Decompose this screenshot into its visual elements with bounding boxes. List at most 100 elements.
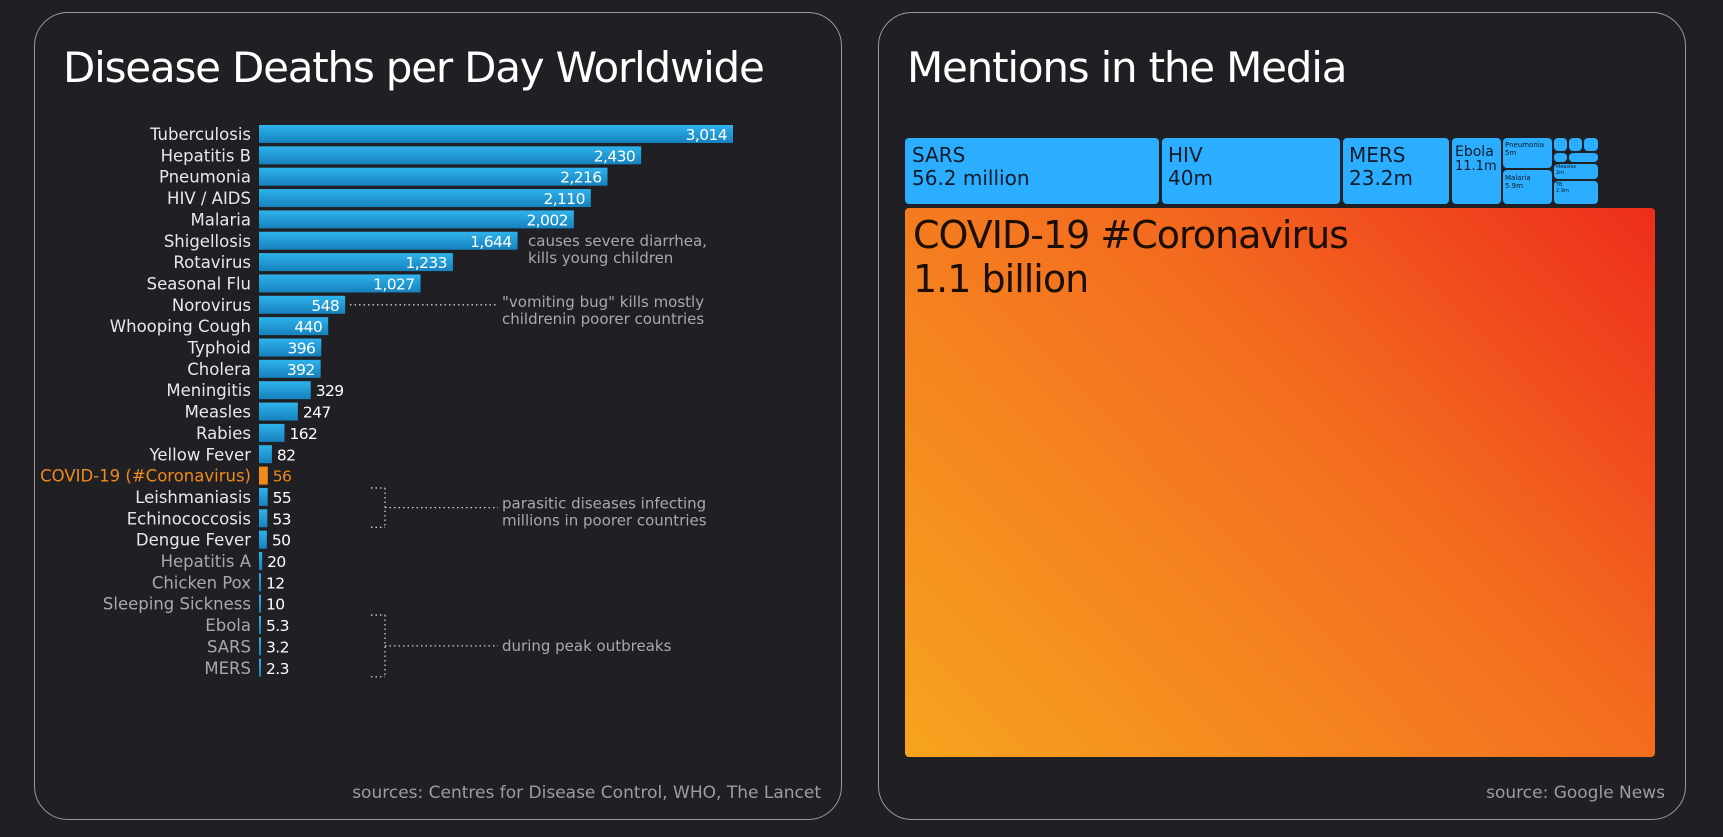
bar [259,359,321,378]
value-label: 2,430 [594,147,635,165]
category-label: SARS [207,637,251,656]
bar [259,530,267,549]
value-label: 55 [273,489,292,507]
value-label: 56 [273,468,292,486]
bar [259,231,518,250]
treemap-tile-covid: COVID-19 #Coronavirus 1.1 billion [905,208,1655,757]
bar [259,423,285,442]
annotation-text: causes severe diarrhea, [528,232,707,250]
tile-name: Measles [1556,164,1577,170]
treemap-tile-malaria: Malaria 5.9m [1503,170,1552,204]
tile-value: 40m [1168,166,1213,190]
value-label: 1,233 [406,254,447,272]
treemap-tile-measles: Measles 2m [1554,164,1598,179]
tile-name: HIV [1168,143,1203,167]
category-label: Typhoid [187,339,251,358]
tile-value: 23.2m [1349,166,1414,190]
category-label: Dengue Fever [136,531,251,550]
bar [259,295,346,314]
tile-value: 5m [1505,149,1517,158]
value-label: 3.2 [266,638,289,656]
value-label: 50 [272,532,291,550]
bar [259,658,261,677]
value-label: 53 [272,510,291,528]
category-label: Chicken Pox [152,573,251,592]
deaths-bar-chart: Tuberculosis 3,014 Hepatitis B 2,430 Pneumon… [40,125,733,678]
bar [259,509,268,528]
category-label: MERS [204,659,251,678]
bar [259,253,453,272]
annotation-text: during peak outbreaks [502,637,672,655]
value-label: 2.3 [266,660,289,678]
tile-value: 5.9m [1505,182,1523,191]
category-label: COVID-19 (#Coronavirus) [40,467,251,486]
annotation-text: childrenin poorer countries [502,310,704,328]
tile-name: Ebola [1455,144,1494,160]
annotation-text: kills young children [528,249,673,267]
tile-value: 1.1 billion [913,256,1089,301]
treemap-tile-mers: MERS 23.2m [1343,138,1449,204]
annotation-text: parasitic diseases infecting [502,495,706,513]
category-label: HIV / AIDS [167,189,251,208]
treemap-tile-tb: TB 2.9m [1554,181,1598,204]
category-label: Measles [185,403,251,422]
value-label: 82 [277,446,296,464]
category-label: Shigellosis [164,232,251,251]
bar [259,125,733,143]
bar [259,317,329,336]
value-label: 440 [294,318,322,336]
treemap-tile-minor [1569,138,1582,151]
tile-name: TB [1556,182,1563,188]
value-label: 3,014 [686,126,727,144]
deaths-chart-title: Disease Deaths per Day Worldwide [63,43,765,92]
deaths-source: sources: Centres for Disease Control, WH… [352,783,821,803]
media-panel: Mentions in the Media SARS 56.2 million … [878,12,1686,820]
bar [259,338,322,357]
bar [259,616,261,635]
bar [259,189,591,208]
treemap-tile-ebola: Ebola 11.1m [1452,138,1501,204]
value-label: 12 [266,574,285,592]
deaths-panel: Disease Deaths per Day Worldwide Tubercu… [34,12,842,820]
category-label: Rotavirus [173,253,251,272]
category-label: Sleeping Sickness [103,595,251,614]
media-source: source: Google News [1486,783,1665,803]
category-label: Tuberculosis [149,125,251,144]
value-label: 392 [287,361,315,379]
tile-name: COVID-19 #Coronavirus [913,213,1349,257]
value-label: 2,216 [560,169,601,187]
value-label: 396 [287,340,315,358]
annotation-text: "vomiting bug" kills mostly [502,293,704,311]
bar [259,274,421,293]
treemap-tile-sars: SARS 56.2 million [905,138,1159,204]
value-label: 162 [289,425,317,443]
treemap-tile-minor [1554,138,1567,151]
tile-value: 56.2 million [912,166,1030,190]
value-label: 5.3 [266,617,289,635]
value-label: 2,110 [543,190,584,208]
bar [259,466,268,485]
value-label: 1,027 [373,275,414,293]
bar [259,573,261,592]
treemap-tile-hiv: HIV 40m [1162,138,1340,204]
tile-name: SARS [912,143,966,167]
tile-value: 2.9m [1556,187,1569,194]
category-label: Pneumonia [159,168,251,187]
value-label: 10 [266,596,285,614]
bar [259,146,642,165]
treemap-tile-pneumonia: Pneumonia 5m [1503,138,1552,168]
bar [259,637,261,656]
bar [259,487,268,506]
category-label: Norovirus [172,296,251,315]
category-label: Hepatitis A [161,552,252,571]
bar [259,402,298,421]
tile-name: Malaria [1505,174,1531,182]
category-label: Echinococcosis [127,509,251,528]
tile-name: MERS [1349,143,1406,167]
bar [259,381,311,400]
bar [259,210,574,229]
category-label: Seasonal Flu [147,274,251,293]
value-label: 2,002 [526,211,567,229]
category-label: Malaria [190,210,251,229]
category-label: Leishmaniasis [135,488,251,507]
